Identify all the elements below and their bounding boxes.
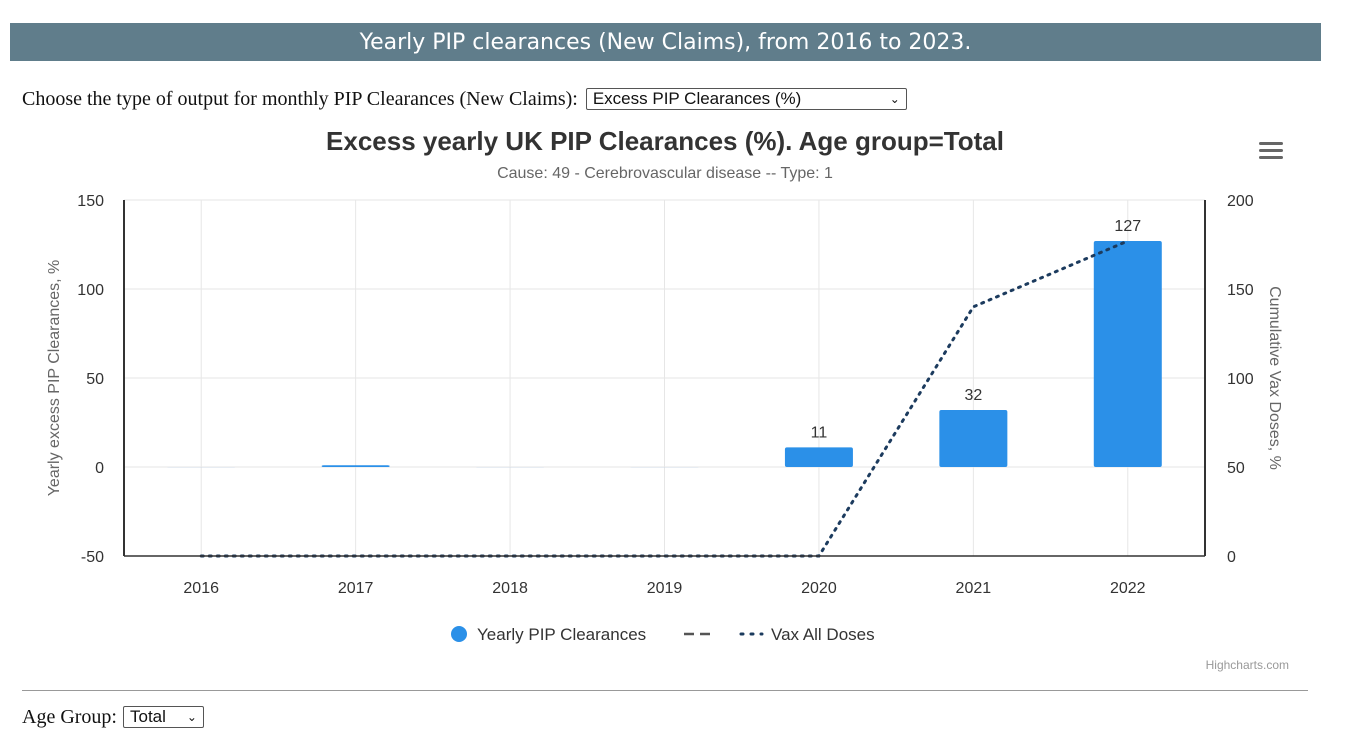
chevron-down-icon: ⌄ [889,92,900,106]
x-tick-label: 2021 [956,580,992,597]
bar-2021 [939,410,1008,467]
bar-2018 [476,467,545,468]
legend-label: Yearly PIP Clearances [477,625,646,644]
hamburger-menu-icon[interactable] [1259,141,1283,161]
data-label: 11 [811,424,828,441]
age-group-label: Age Group: [22,705,117,728]
y-tick-label: 50 [86,371,104,388]
age-group-selected: Total [129,707,166,726]
bar-2020 [784,447,853,467]
bar-2017 [321,465,390,467]
highcharts-credit[interactable]: Highcharts.com [1206,658,1289,672]
y2-tick-label: 200 [1227,193,1254,210]
bar-2019 [630,467,699,468]
x-tick-label: 2018 [492,580,528,597]
y-tick-label: -50 [81,549,104,566]
chart-container: Excess yearly UK PIP Clearances (%). Age… [0,120,1363,680]
legend-bar-marker [451,626,467,642]
chart-svg: Excess yearly UK PIP Clearances (%). Age… [46,126,1289,672]
y2-tick-label: 0 [1227,549,1236,566]
chevron-down-icon: ⌄ [186,710,197,724]
y-tick-label: 150 [77,193,104,210]
data-label: 127 [1114,218,1141,235]
legend-item-vax[interactable]: Vax All Doses [739,625,875,644]
output-type-selected: Excess PIP Clearances (%) [592,89,802,108]
chart-subtitle: Cause: 49 - Cerebrovascular disease -- T… [497,165,833,182]
page-banner: Yearly PIP clearances (New Claims), from… [10,23,1321,61]
chart-title: Excess yearly UK PIP Clearances (%). Age… [326,126,1004,156]
data-label: 32 [964,387,982,404]
x-tick-label: 2022 [1110,580,1146,597]
bar-2022 [1093,240,1162,467]
legend-item-yearly-pip[interactable]: Yearly PIP Clearances [451,625,646,644]
y-tick-label: 0 [95,460,104,477]
age-group-control: Age Group: Total ⌄ [22,704,204,730]
y2-axis-title: Cumulative Vax Doses, % [1266,286,1283,470]
output-type-label: Choose the type of output for monthly PI… [22,87,578,110]
output-type-select[interactable]: Excess PIP Clearances (%) ⌄ [585,88,907,110]
x-tick-label: 2020 [801,580,837,597]
output-type-control: Choose the type of output for monthly PI… [22,86,907,112]
x-tick-label: 2016 [183,580,219,597]
x-tick-label: 2017 [338,580,374,597]
y-tick-label: 100 [77,282,104,299]
x-tick-label: 2019 [647,580,683,597]
bar-2016 [167,467,236,468]
y-axis-title: Yearly excess PIP Clearances, % [46,260,63,497]
y2-tick-label: 100 [1227,371,1254,388]
y2-tick-label: 50 [1227,460,1245,477]
divider [22,690,1308,691]
legend-label: Vax All Doses [771,625,875,644]
age-group-select[interactable]: Total ⌄ [122,706,204,728]
banner-title: Yearly PIP clearances (New Claims), from… [359,29,972,55]
y2-tick-label: 150 [1227,282,1254,299]
